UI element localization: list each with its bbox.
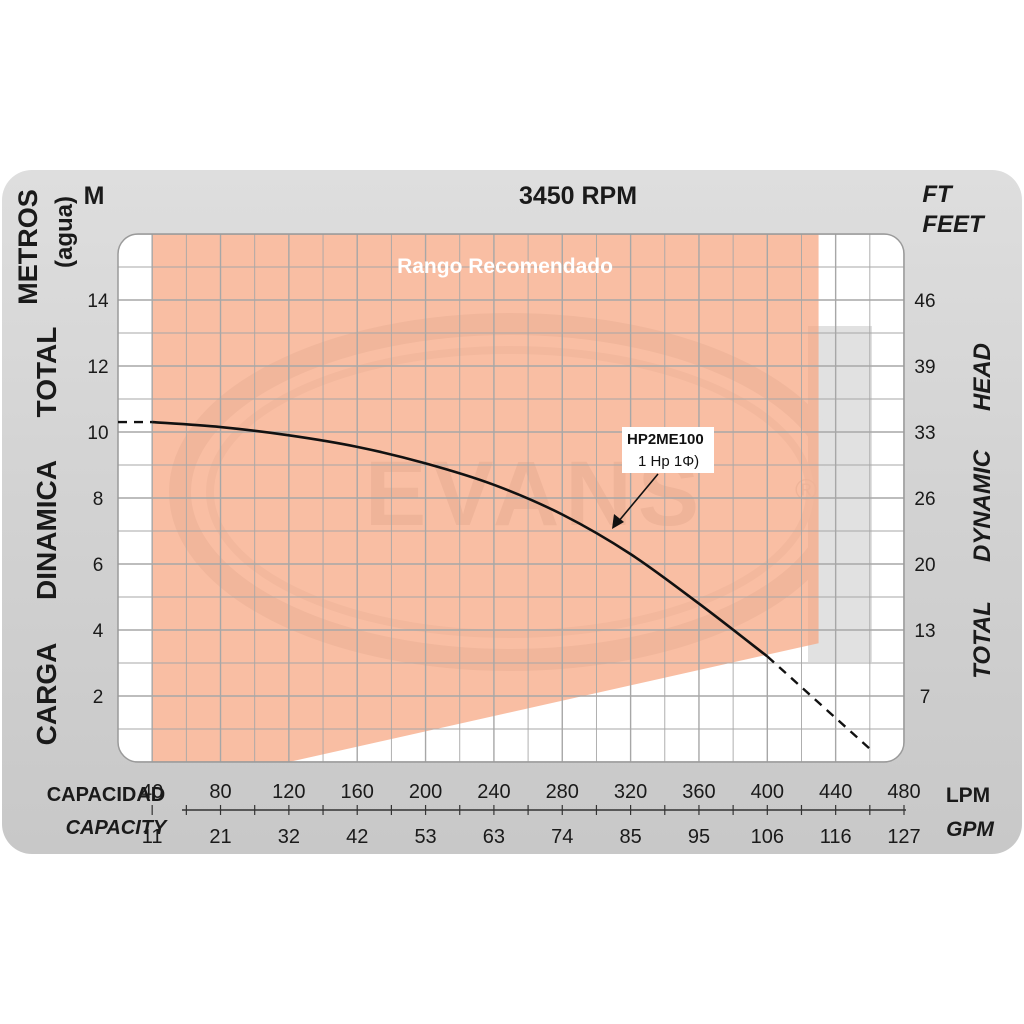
x-gpm-tick-label: 74: [551, 826, 573, 848]
x-gpm-tick-label: 127: [887, 826, 920, 848]
x-gpm-tick-label: 85: [619, 826, 641, 848]
x-lpm-tick-label: 120: [272, 781, 305, 803]
y-right-tick-label: 20: [914, 555, 935, 576]
x-lpm-tick-label: 160: [341, 781, 374, 803]
x-gpm-tick-label: 106: [751, 826, 784, 848]
x-lpm-tick-label: 40: [141, 781, 163, 803]
x-gpm-tick-label: 53: [414, 826, 436, 848]
x-gpm-tick-label: 42: [346, 826, 368, 848]
y-left-word-dinamica: DINAMICA: [31, 460, 62, 600]
y-left-tick-label: 2: [93, 687, 104, 708]
y-left-word-carga: CARGA: [31, 643, 62, 746]
y-left-tick-label: 14: [87, 291, 109, 312]
y-left-tick-label: 10: [87, 423, 108, 444]
left-unit-label: M: [84, 182, 105, 210]
right-unit-feet: FEET: [922, 211, 986, 238]
x-gpm-tick-label: 63: [483, 826, 505, 848]
x-lpm-tick-label: 320: [614, 781, 647, 803]
y-right-tick-label: 13: [914, 621, 935, 642]
y-left-tick-labels: 2 4 6 8 10 12 14: [87, 291, 109, 708]
x-gpm-tick-label: 95: [688, 826, 710, 848]
x-lpm-tick-label: 480: [887, 781, 920, 803]
y-right-word-head: HEAD: [969, 343, 996, 411]
y-right-tick-label: 39: [914, 357, 935, 378]
x-lpm-tick-label: 440: [819, 781, 852, 803]
x-label-capacity: CAPACITY: [66, 817, 168, 839]
pump-curve-hp2me100: [152, 420, 769, 658]
y-left-sub-agua: (agua): [51, 196, 78, 268]
y-left-tick-label: 6: [93, 555, 104, 576]
series-label-name: HP2ME100: [627, 431, 704, 448]
x-lpm-tick-label: 360: [682, 781, 715, 803]
x-gpm-tick-labels: 11 21 32 42 53 63 74 85 95 106 116 127: [142, 826, 921, 848]
recommended-range-label: Rango Recomendado: [397, 255, 613, 278]
y-right-tick-label: 46: [914, 291, 935, 312]
chart-title: 3450 RPM: [519, 182, 637, 210]
x-unit-lpm: LPM: [946, 784, 990, 807]
y-left-word-metros: METROS: [13, 189, 43, 305]
y-left-tick-label: 8: [93, 489, 104, 510]
x-label-capacidad: CAPACIDAD: [47, 784, 166, 806]
x-gpm-tick-label: 32: [278, 826, 300, 848]
x-lpm-tick-label: 80: [209, 781, 231, 803]
y-left-tick-label: 12: [87, 357, 108, 378]
series-label-power: 1 Hp 1Φ): [638, 453, 699, 470]
series-label-box: [622, 427, 714, 473]
y-right-word-total: TOTAL: [969, 601, 996, 679]
plot-border: [117, 233, 905, 763]
grid: [118, 234, 904, 762]
x-lpm-tick-label: 400: [751, 781, 784, 803]
x-gpm-tick-label: 21: [209, 826, 231, 848]
pump-curve-dashed-end: [766, 655, 871, 750]
y-right-tick-label: 7: [920, 687, 931, 708]
series-arrow: [617, 473, 659, 523]
y-left-tick-label: 4: [93, 621, 104, 642]
x-gpm-tick-label: 11: [142, 826, 163, 848]
right-unit-ft: FT: [922, 181, 954, 208]
x-gpm-tick-label: 116: [820, 826, 852, 848]
x-lpm-tick-labels: 40 80 120 160 200 240 280 320 360 400 440 480: [141, 781, 921, 803]
x-axis-tick-marks: [151, 805, 905, 815]
x-lpm-tick-label: 240: [477, 781, 510, 803]
y-right-tick-label: 33: [914, 423, 935, 444]
x-unit-gpm: GPM: [946, 818, 994, 841]
y-right-tick-labels: 7 13 20 26 33 39 46: [914, 291, 935, 708]
y-right-word-dynamic: DYNAMIC: [969, 449, 996, 562]
y-right-tick-label: 26: [914, 489, 935, 510]
series-arrow-head: [612, 514, 624, 529]
x-lpm-tick-label: 280: [546, 781, 579, 803]
y-left-word-total: TOTAL: [31, 327, 62, 418]
x-lpm-tick-label: 200: [409, 781, 442, 803]
